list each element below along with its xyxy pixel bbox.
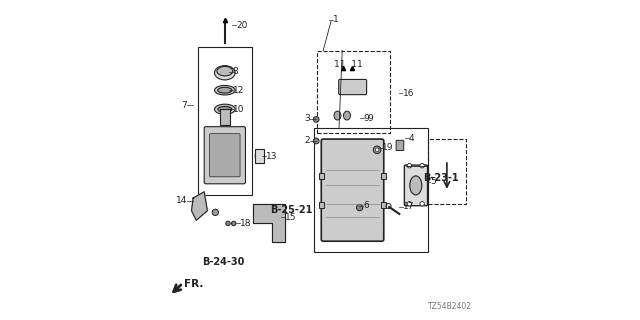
Text: B-25-21: B-25-21 (269, 205, 312, 215)
Text: 1: 1 (333, 15, 339, 24)
FancyBboxPatch shape (404, 165, 428, 206)
Text: 7: 7 (182, 101, 188, 110)
Circle shape (373, 146, 381, 154)
FancyBboxPatch shape (381, 202, 386, 208)
Circle shape (420, 164, 424, 168)
Circle shape (407, 164, 412, 168)
FancyBboxPatch shape (321, 139, 384, 241)
Polygon shape (191, 192, 207, 220)
Circle shape (420, 202, 424, 206)
Text: 16: 16 (403, 89, 414, 98)
FancyBboxPatch shape (319, 202, 324, 208)
Ellipse shape (217, 67, 233, 76)
FancyBboxPatch shape (255, 149, 264, 163)
Circle shape (226, 221, 230, 226)
Ellipse shape (334, 111, 341, 120)
Text: 6: 6 (363, 202, 369, 211)
Circle shape (212, 209, 218, 215)
Text: 14: 14 (176, 196, 188, 205)
Text: 4: 4 (409, 134, 415, 143)
Ellipse shape (218, 87, 232, 93)
Text: 20: 20 (236, 21, 247, 30)
Text: TZ54B2402: TZ54B2402 (428, 302, 472, 311)
Ellipse shape (214, 66, 235, 80)
Text: 2: 2 (304, 136, 310, 146)
Circle shape (232, 221, 236, 226)
Ellipse shape (410, 176, 422, 195)
Text: 11  11: 11 11 (334, 60, 363, 69)
Ellipse shape (344, 111, 351, 120)
Text: 8: 8 (233, 67, 239, 76)
Text: FR.: FR. (184, 279, 204, 289)
Circle shape (314, 138, 319, 144)
Text: 15: 15 (285, 212, 296, 222)
Ellipse shape (255, 150, 264, 163)
Ellipse shape (218, 106, 232, 112)
Text: 13: 13 (266, 152, 278, 161)
FancyBboxPatch shape (220, 109, 230, 125)
FancyBboxPatch shape (319, 173, 324, 179)
Text: 9: 9 (364, 114, 369, 123)
Ellipse shape (214, 104, 235, 114)
Circle shape (407, 202, 412, 206)
Text: B-23-1: B-23-1 (424, 173, 459, 183)
FancyBboxPatch shape (381, 173, 386, 179)
Circle shape (356, 204, 363, 211)
Text: 10: 10 (233, 105, 244, 114)
FancyBboxPatch shape (210, 134, 240, 177)
Polygon shape (253, 204, 285, 243)
Text: 5: 5 (430, 177, 436, 186)
Circle shape (375, 148, 379, 152)
FancyBboxPatch shape (339, 79, 367, 95)
Text: 9: 9 (367, 114, 373, 123)
Text: 18: 18 (240, 219, 252, 228)
Text: 17: 17 (403, 203, 415, 212)
Circle shape (314, 116, 319, 122)
FancyBboxPatch shape (204, 127, 246, 184)
Text: 12: 12 (233, 86, 244, 95)
FancyBboxPatch shape (396, 140, 404, 150)
Text: 19: 19 (381, 143, 393, 152)
Text: B-24-30: B-24-30 (202, 257, 244, 267)
Ellipse shape (214, 85, 235, 95)
Text: 3: 3 (304, 114, 310, 123)
